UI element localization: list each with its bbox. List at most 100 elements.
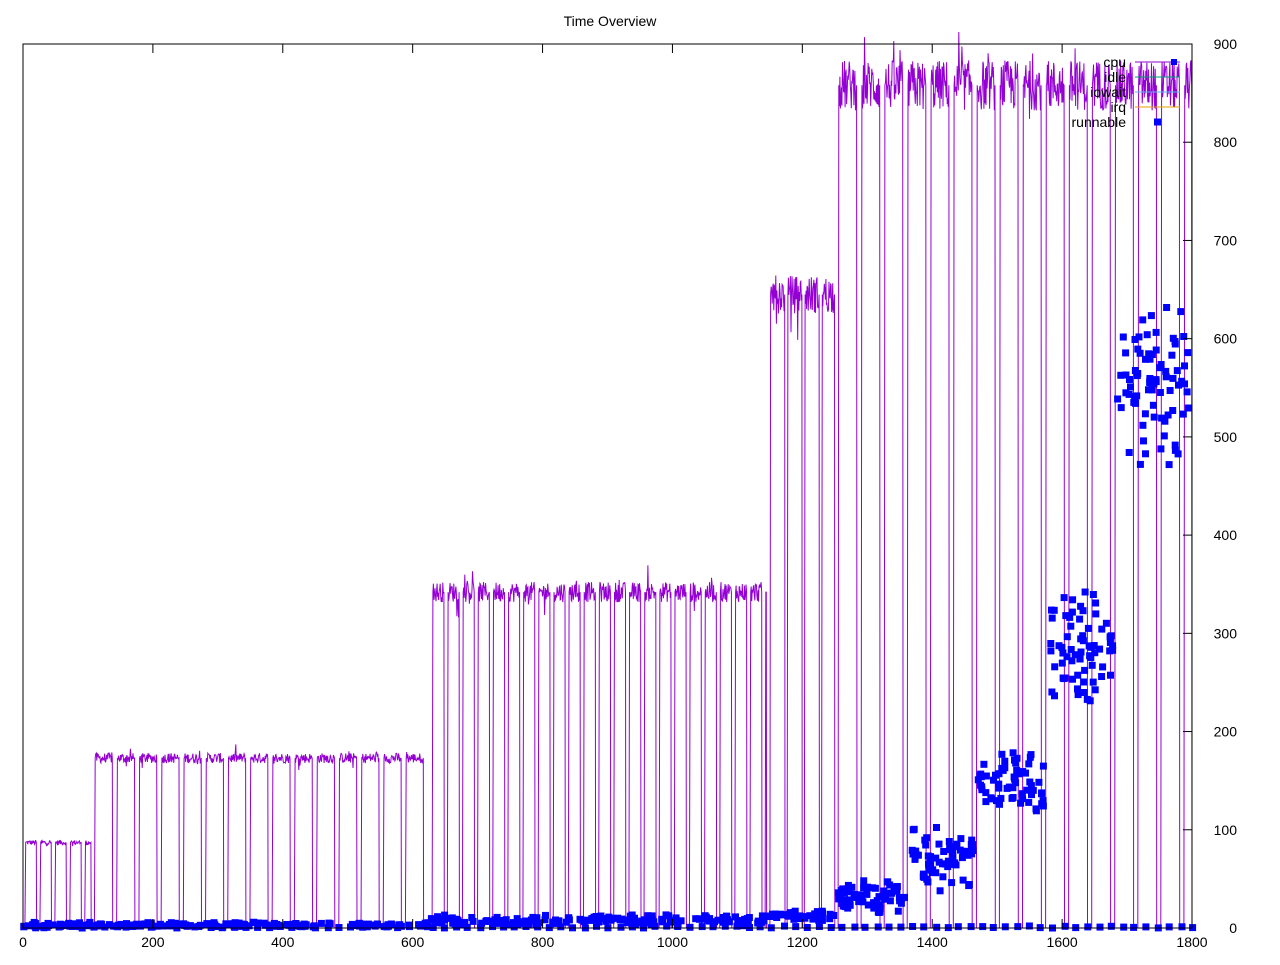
runnable-point [229, 920, 237, 928]
runnable-point [982, 798, 990, 806]
runnable-point [1087, 654, 1095, 661]
runnable-point [796, 913, 804, 921]
runnable-point [1147, 312, 1155, 320]
runnable-point [191, 923, 199, 931]
runnable-point [1027, 751, 1035, 759]
runnable-point [1156, 389, 1164, 396]
runnable-point [1079, 607, 1087, 615]
runnable-point [262, 921, 270, 929]
runnable-point [1131, 393, 1139, 401]
runnable-point [1157, 361, 1165, 368]
runnable-point [830, 912, 838, 919]
runnable-point [1050, 606, 1058, 614]
runnable-point [864, 901, 872, 909]
runnable-point [242, 922, 250, 930]
y-tick-label: 300 [1214, 625, 1238, 641]
runnable-point [1171, 338, 1179, 345]
y-tick-label: 600 [1214, 331, 1238, 347]
runnable-point [1163, 304, 1171, 311]
runnable-point [1026, 778, 1034, 786]
runnable-point [987, 794, 995, 802]
runnable-point [1001, 757, 1009, 765]
runnable-point [153, 922, 161, 930]
runnable-point [785, 912, 793, 920]
runnable-point [500, 923, 508, 931]
runnable-point [20, 922, 28, 930]
runnable-point [101, 923, 109, 931]
runnable-point [1028, 786, 1036, 794]
runnable-point [944, 863, 952, 871]
runnable-point [84, 922, 92, 930]
runnable-point [453, 923, 461, 931]
runnable-point [1162, 373, 1170, 381]
runnable-point [292, 920, 300, 928]
runnable-point [1150, 413, 1158, 421]
runnable-point [24, 922, 32, 930]
runnable-point [510, 923, 518, 931]
runnable-point [672, 914, 680, 922]
y-tick-label: 800 [1214, 134, 1238, 150]
runnable-point [1061, 674, 1069, 682]
runnable-point [1067, 646, 1075, 653]
runnable-point [172, 919, 180, 927]
runnable-point [754, 917, 762, 925]
chart-title: Time Overview [564, 13, 658, 29]
runnable-point [1130, 923, 1138, 931]
y-tick-label: 900 [1214, 36, 1238, 52]
y-tick-label: 0 [1229, 920, 1237, 936]
runnable-point [1166, 387, 1174, 394]
runnable-point [790, 915, 798, 923]
runnable-point [638, 917, 646, 925]
runnable-point [709, 923, 717, 931]
runnable-point [846, 896, 854, 904]
runnable-point [980, 760, 988, 768]
runnable-point [141, 920, 149, 928]
runnable-point [1047, 640, 1055, 647]
runnable-point [932, 854, 940, 862]
runnable-point [502, 916, 510, 924]
runnable-point [1039, 762, 1047, 770]
runnable-point [815, 923, 823, 930]
runnable-point [662, 911, 670, 919]
runnable-point [124, 922, 132, 930]
x-tick-label: 400 [271, 934, 295, 950]
runnable-point [734, 917, 742, 925]
runnable-point [773, 914, 781, 921]
runnable-point [1063, 653, 1071, 661]
runnable-point [463, 923, 471, 931]
runnable-point [1139, 316, 1147, 324]
runnable-point [1183, 388, 1191, 396]
runnable-point [1169, 374, 1177, 382]
runnable-point [1038, 790, 1045, 798]
runnable-point [711, 918, 718, 926]
runnable-point [212, 923, 220, 930]
runnable-point [1027, 782, 1035, 790]
runnable-point [1074, 685, 1081, 693]
runnable-point [1092, 610, 1100, 618]
runnable-point [1106, 647, 1114, 655]
runnable-point [650, 918, 658, 926]
runnable-point [468, 914, 476, 921]
runnable-point [288, 923, 296, 931]
runnable-point [628, 919, 636, 927]
runnable-point [1160, 432, 1168, 440]
runnable-point [1092, 599, 1100, 607]
runnable-point [1091, 686, 1099, 694]
runnable-point [1080, 678, 1088, 686]
runnable-point [781, 922, 788, 930]
runnable-point [1146, 355, 1154, 363]
runnable-point [90, 923, 98, 931]
runnable-point [756, 923, 764, 931]
runnable-point [1022, 769, 1029, 777]
runnable-point [254, 923, 262, 931]
runnable-point [1013, 754, 1021, 762]
runnable-point [454, 917, 462, 925]
runnable-point [969, 847, 977, 854]
runnable-point [1178, 377, 1186, 385]
x-tick-label: 200 [141, 934, 165, 950]
runnable-point [911, 855, 919, 863]
runnable-point [557, 923, 565, 931]
runnable-point [30, 918, 38, 926]
runnable-point [648, 912, 656, 920]
runnable-point [1061, 922, 1069, 930]
